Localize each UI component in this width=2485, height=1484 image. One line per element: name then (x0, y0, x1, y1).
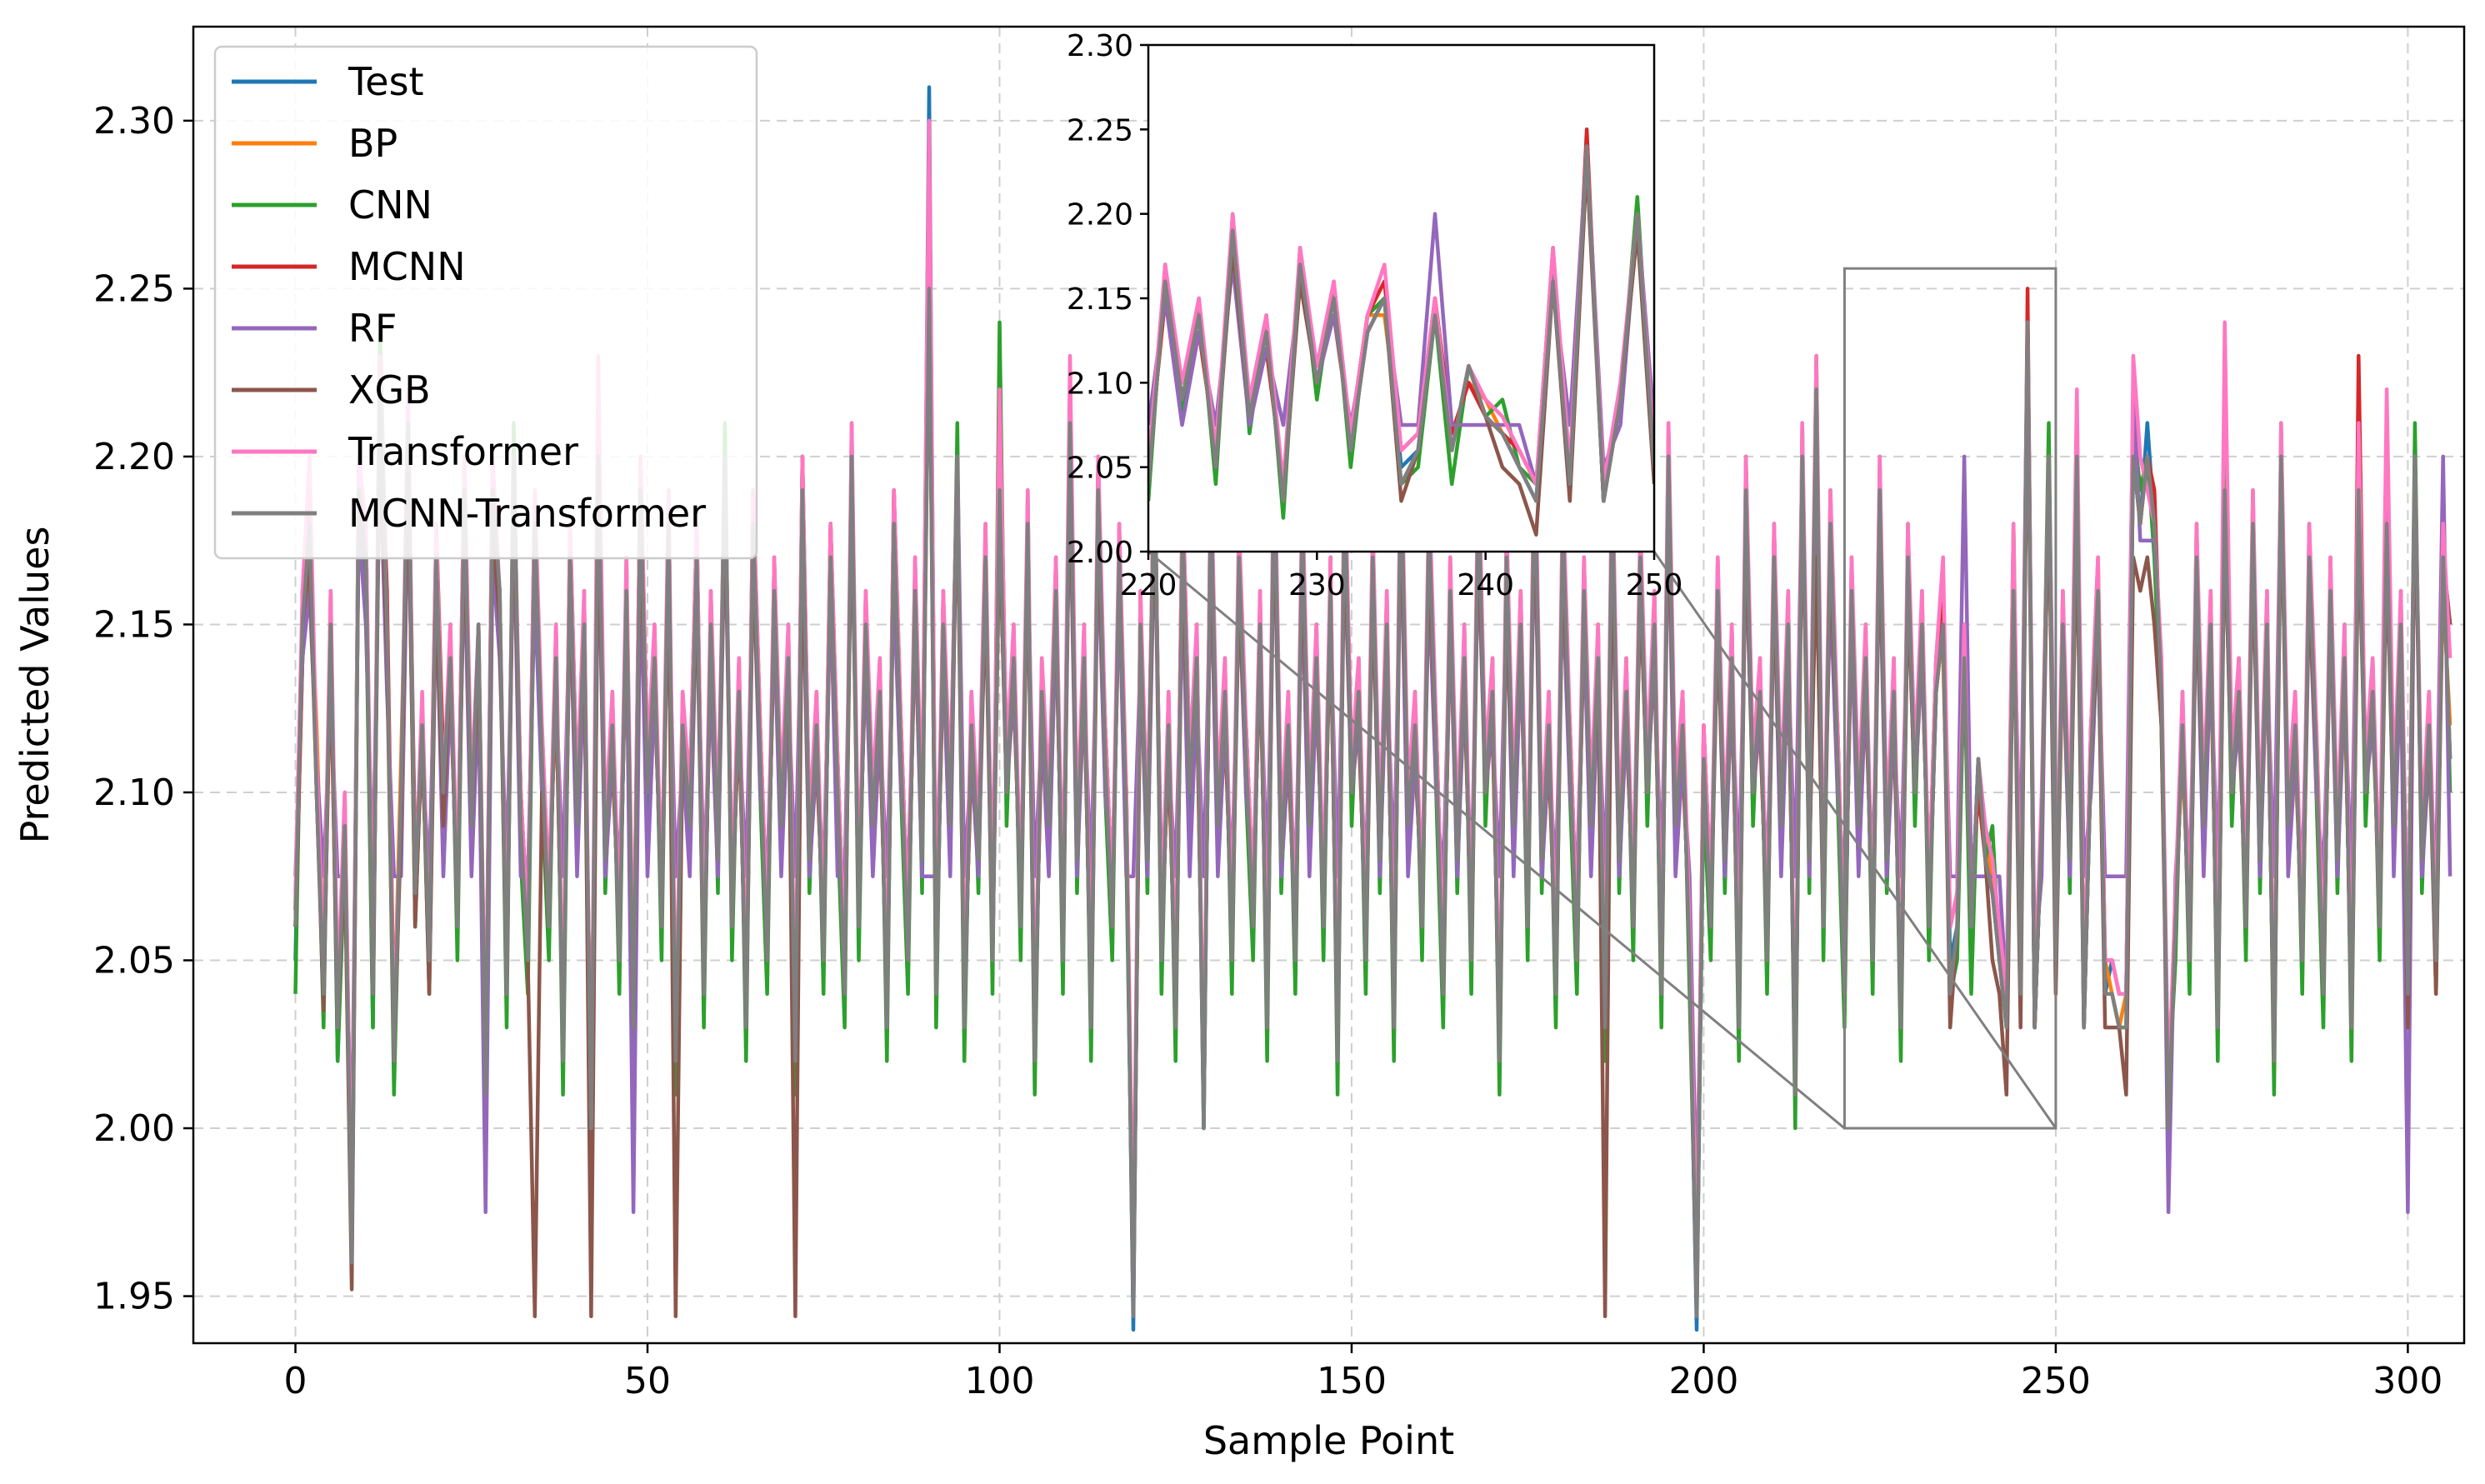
inset-x-tick-label: 230 (1288, 568, 1346, 602)
legend-label-xgb: XGB (348, 367, 431, 412)
y-tick-label: 2.10 (93, 772, 175, 814)
inset-zoom-plot: 220 230 240 250 2.00 2.05 2.10 2.15 2.20 2.25 2.30 (1067, 29, 1683, 602)
inset-y-tick-label: 2.15 (1067, 282, 1133, 317)
y-tick-label: 2.15 (93, 603, 175, 646)
y-tick-label: 2.20 (93, 436, 175, 478)
inset-x-tick-label: 240 (1457, 568, 1514, 602)
inset-y-tick-label: 2.00 (1067, 536, 1133, 570)
x-tick-label: 50 (624, 1360, 671, 1402)
y-tick-label: 2.30 (93, 100, 175, 142)
inset-y-tick-label: 2.30 (1067, 29, 1133, 63)
main-plot-frame (192, 25, 2466, 1345)
inset-series-group (1148, 127, 1654, 537)
zoom-connector-line (1652, 551, 2058, 1129)
inset-x-tick-label: 250 (1626, 568, 1683, 602)
x-axis-ticks: 0 50 100 150 200 250 300 (284, 1343, 2442, 1402)
inset-x-tick-label: 220 (1120, 568, 1178, 602)
y-tick-label: 2.05 (93, 940, 175, 982)
legend-label-bp: BP (348, 121, 398, 166)
zoom-connector-line (1148, 550, 1846, 1130)
y-tick-label: 1.95 (93, 1276, 175, 1318)
y-axis-ticks: 1.95 2.00 2.05 2.10 2.15 2.20 2.25 2.30 (93, 100, 193, 1318)
inset-y-tick-label: 2.25 (1067, 113, 1133, 147)
x-tick-label: 250 (2021, 1360, 2091, 1402)
legend-label-mcnn: MCNN (348, 244, 466, 289)
x-tick-label: 150 (1317, 1360, 1387, 1402)
y-tick-label: 2.00 (93, 1107, 175, 1150)
x-tick-label: 200 (1668, 1360, 1738, 1402)
x-axis-title: Sample Point (1203, 1418, 1454, 1463)
inset-y-tick-label: 2.05 (1067, 452, 1133, 486)
x-tick-label: 100 (964, 1360, 1034, 1402)
series-line-mcnn-transformer (293, 287, 2452, 1319)
zoom-region-box (1842, 267, 2058, 1130)
legend-label-cnn: CNN (348, 182, 432, 227)
legend-label-rf: RF (348, 306, 397, 351)
legend-box (213, 45, 758, 560)
inset-y-tick-label: 2.10 (1067, 367, 1133, 401)
legend-label-test: Test (348, 59, 424, 104)
legend-label-transformer: Transformer (348, 429, 578, 474)
legend-label-mcnn-transformer: MCNN-Transformer (348, 491, 706, 536)
y-tick-label: 2.25 (93, 267, 175, 310)
y-axis-title: Predicted Values (12, 527, 58, 844)
x-tick-label: 300 (2372, 1360, 2442, 1402)
inset-y-tick-label: 2.20 (1067, 198, 1133, 232)
zoom-indicator (1148, 267, 2058, 1130)
x-tick-label: 0 (284, 1360, 308, 1402)
legend: Test BP CNN MCNN RF XGB Transformer MCNN-Transf… (213, 45, 758, 560)
inset-series-line-mcnn-transformer (1148, 144, 1654, 503)
